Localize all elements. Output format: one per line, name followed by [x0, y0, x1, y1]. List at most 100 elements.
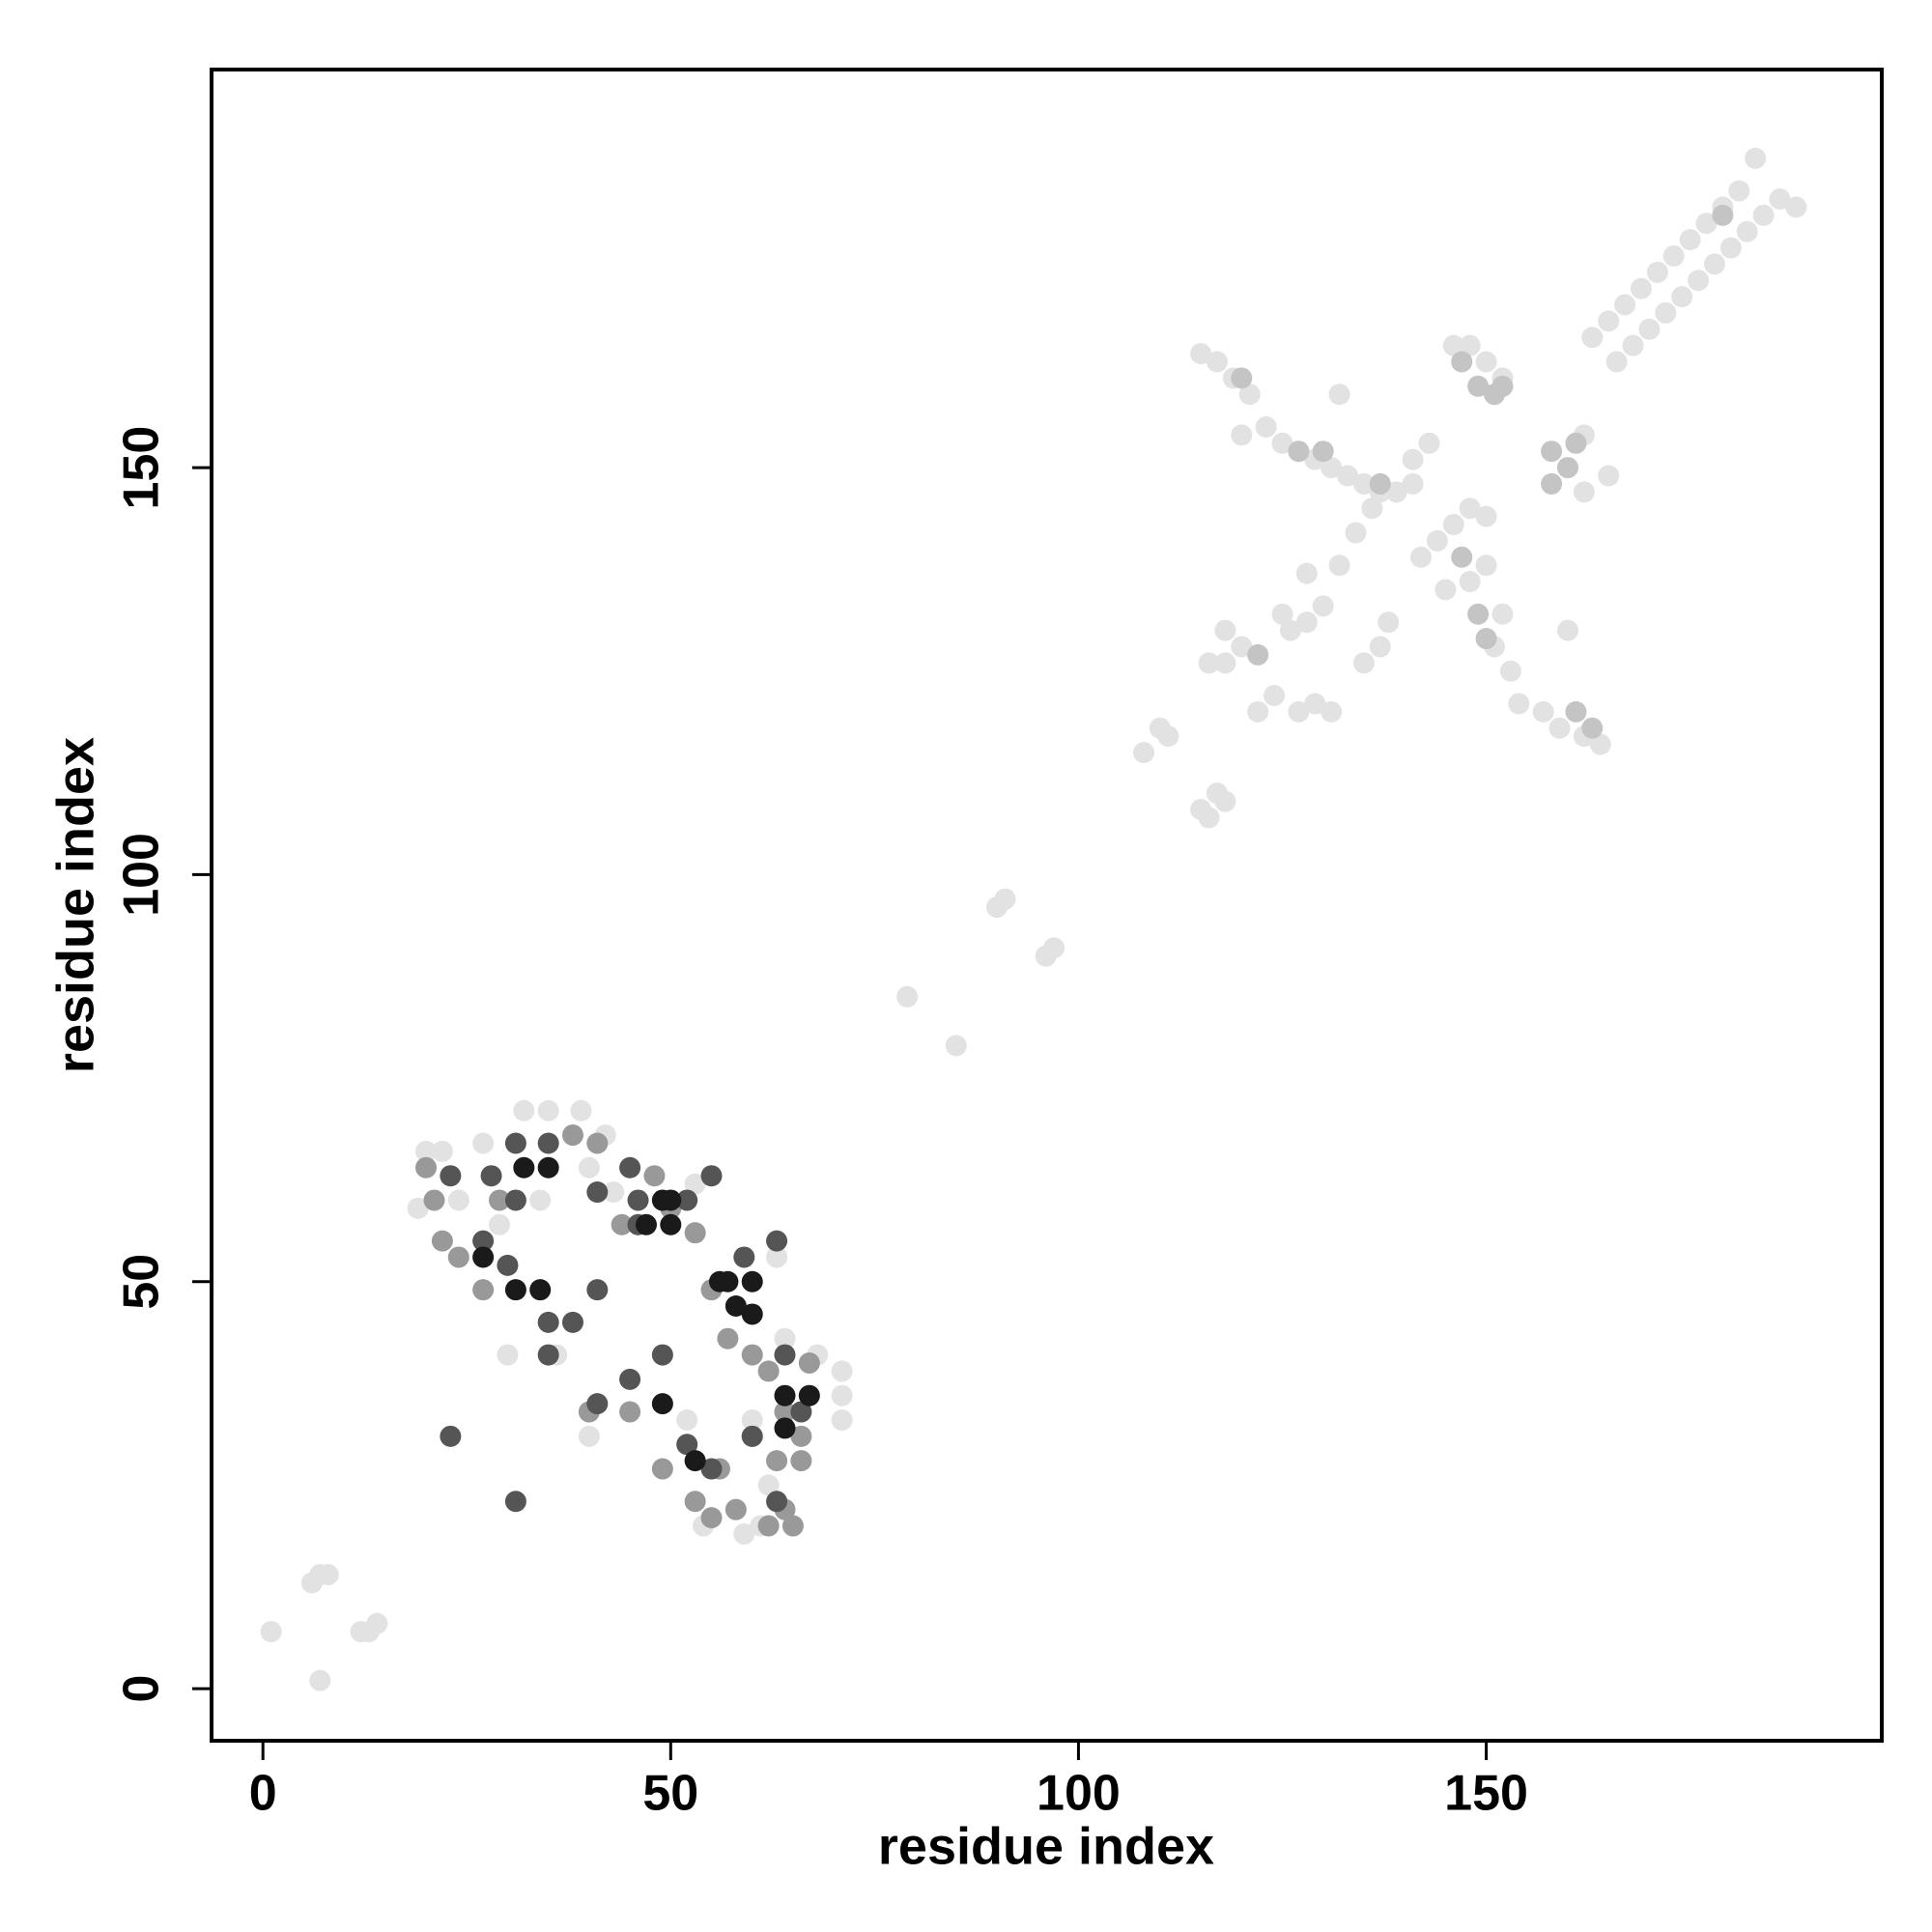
contact-point [1418, 432, 1440, 454]
contact-point [1605, 351, 1628, 373]
contact-point [651, 1344, 673, 1366]
contact-point [1321, 457, 1343, 479]
contact-point [1679, 229, 1701, 251]
contact-point [790, 1450, 812, 1472]
contact-point [717, 1270, 739, 1293]
contact-point [447, 1189, 469, 1211]
contact-point [1598, 465, 1620, 487]
contact-point [733, 1522, 755, 1545]
y-tick-label: 50 [114, 1254, 170, 1310]
y-axis-title: residue index [46, 737, 104, 1073]
contact-point [1492, 375, 1514, 397]
contact-point [1312, 440, 1334, 463]
contact-point [578, 1425, 600, 1447]
contact-point [1214, 790, 1236, 812]
contact-point [504, 1132, 526, 1154]
contact-point [774, 1384, 796, 1406]
contact-point [1556, 619, 1578, 641]
contact-point [1328, 554, 1350, 577]
contact-point [676, 1408, 698, 1431]
contact-point [757, 1515, 780, 1537]
contact-point [1581, 327, 1604, 349]
contact-point [1279, 619, 1301, 641]
contact-point [757, 1360, 780, 1382]
contact-point [733, 1246, 755, 1268]
contact-point [1410, 546, 1433, 568]
contact-point [619, 1156, 641, 1179]
contact-point [578, 1156, 600, 1179]
contact-point [1369, 636, 1391, 658]
contact-point [1459, 497, 1481, 520]
contact-point [1728, 180, 1750, 202]
contact-point [1541, 440, 1563, 463]
contact-point [260, 1621, 282, 1643]
contact-point [1565, 432, 1587, 454]
contact-point [504, 1279, 526, 1301]
contact-point [1451, 546, 1473, 568]
y-tick-label: 0 [114, 1675, 170, 1703]
contact-point [1508, 693, 1530, 715]
contact-point [472, 1132, 495, 1154]
contact-point [1426, 529, 1448, 552]
contact-point [561, 1124, 583, 1147]
contact-point [1622, 334, 1644, 356]
contact-point [1703, 253, 1725, 275]
contact-point [603, 1181, 625, 1204]
contact-point [635, 1213, 657, 1236]
contact-point [1247, 700, 1269, 723]
contact-point [724, 1295, 747, 1318]
contact-point [1459, 334, 1481, 356]
contact-point [1475, 554, 1497, 577]
contact-point [472, 1246, 495, 1268]
contact-point [741, 1408, 763, 1431]
contact-point [1337, 465, 1359, 487]
contact-point [1304, 693, 1326, 715]
contact-point [431, 1140, 453, 1162]
contact-point [1475, 628, 1497, 650]
contact-point [766, 1246, 788, 1268]
contact-point [415, 1140, 438, 1162]
contact-point [831, 1384, 853, 1406]
contact-point [798, 1384, 820, 1406]
contact-point [1328, 384, 1350, 406]
contact-point [611, 1213, 633, 1236]
contact-point [309, 1669, 331, 1691]
contact-point [766, 1450, 788, 1472]
contact-point [1688, 270, 1710, 292]
contact-point [529, 1189, 552, 1211]
contact-point [774, 1327, 796, 1350]
contact-point [472, 1279, 495, 1301]
contact-point [586, 1279, 609, 1301]
contact-point [766, 1491, 788, 1513]
contact-point [1385, 481, 1407, 503]
x-tick-label: 150 [1444, 1766, 1528, 1822]
contact-point [790, 1401, 812, 1423]
contact-point [1719, 237, 1742, 259]
y-tick-label: 150 [114, 426, 170, 510]
contact-point [1467, 375, 1490, 397]
contact-point [1361, 497, 1383, 520]
contact-point [480, 1165, 502, 1187]
contact-point [774, 1344, 796, 1366]
contact-point [643, 1165, 666, 1187]
contact-point [619, 1368, 641, 1390]
contact-point [741, 1425, 763, 1447]
contact-point [1475, 505, 1497, 527]
contact-point [1206, 351, 1228, 373]
contact-point [472, 1230, 495, 1252]
contact-point [798, 1352, 820, 1375]
contact-point [317, 1564, 339, 1586]
contact-point [651, 1393, 673, 1415]
contact-point [1769, 187, 1791, 210]
contact-point [1378, 611, 1400, 634]
contact-point [513, 1156, 535, 1179]
contact-point [790, 1425, 812, 1447]
contact-point [741, 1303, 763, 1325]
contact-point [651, 1458, 673, 1480]
contact-point [1238, 384, 1261, 406]
contact-point [504, 1189, 526, 1211]
contact-point [1231, 636, 1253, 658]
contact-point [1255, 415, 1277, 438]
x-tick-label: 0 [249, 1766, 277, 1822]
